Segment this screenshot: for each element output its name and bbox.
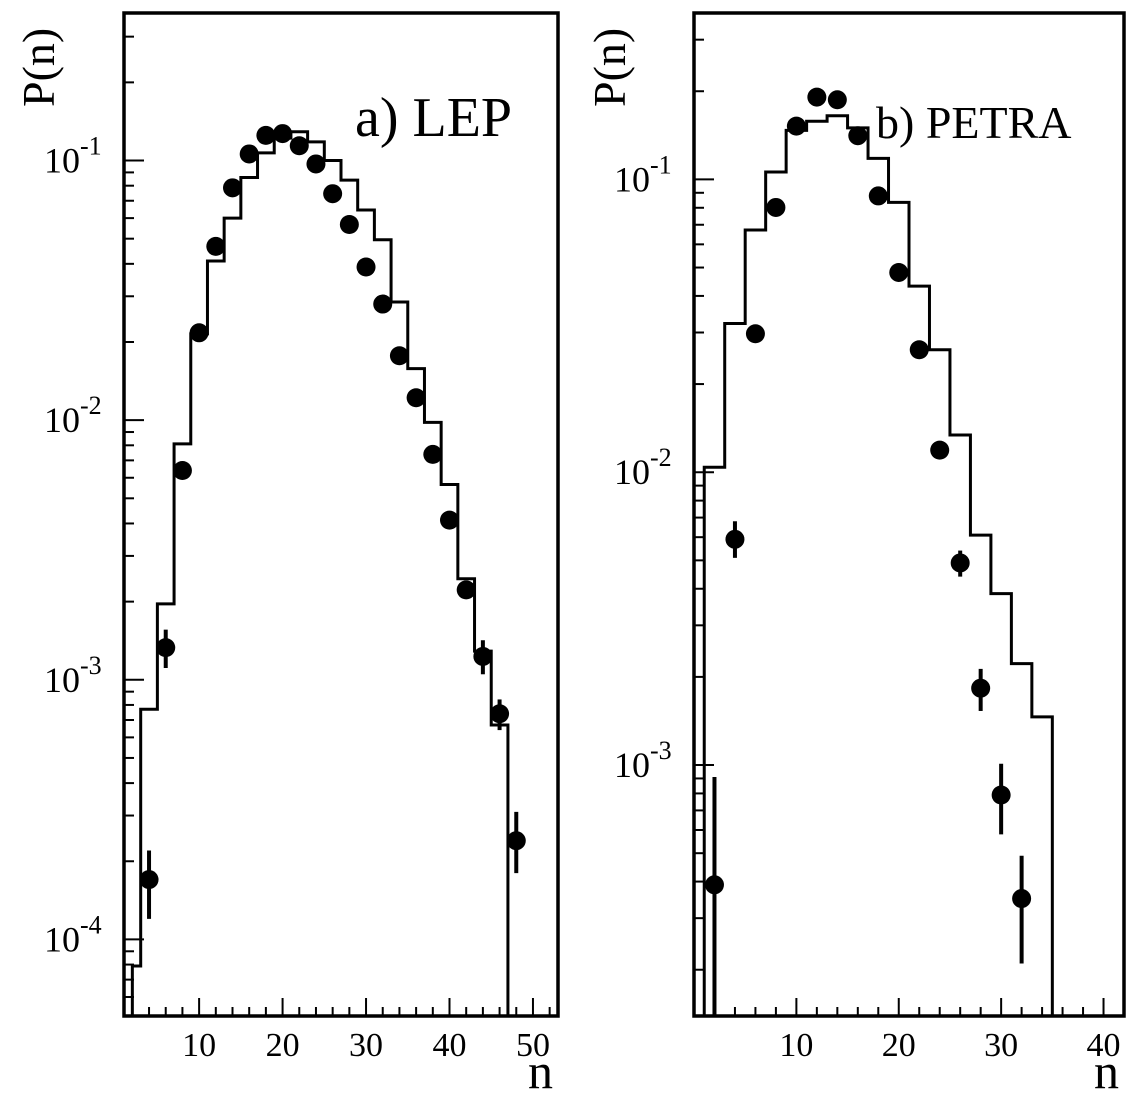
y-tick-base: 10 [44, 919, 80, 959]
data-point [456, 580, 476, 600]
data-point [273, 124, 293, 144]
x-tick-label: 40 [1087, 1027, 1121, 1064]
histogram-line [702, 114, 1054, 1016]
data-points-b [704, 87, 1032, 1016]
x-tick-label: 50 [516, 1027, 550, 1064]
y-tick-label: 10-3 [44, 651, 102, 700]
data-point [766, 197, 786, 217]
y-axis-label-b: P(n) [584, 28, 635, 107]
data-point [848, 126, 868, 146]
x-tick-label: 10 [182, 1027, 216, 1064]
plot-frame-a [122, 11, 560, 1018]
data-point [373, 294, 393, 314]
data-point [206, 236, 226, 256]
y-tick-base: 10 [614, 745, 650, 785]
y-tick-exponent: -2 [80, 391, 102, 420]
data-point [827, 90, 847, 110]
data-point [725, 529, 745, 549]
data-point [172, 460, 192, 480]
y-tick-exponent: -4 [80, 910, 102, 939]
data-point [868, 186, 888, 206]
data-point [339, 214, 359, 234]
data-point [289, 136, 309, 156]
data-point [239, 144, 259, 164]
data-point [440, 510, 459, 530]
y-tick-label: 10-1 [44, 132, 102, 181]
data-point [704, 875, 724, 895]
y-tick-exponent: -1 [80, 132, 102, 161]
data-point [223, 178, 242, 198]
y-tick-base: 10 [44, 141, 80, 181]
data-point [1012, 889, 1032, 909]
plot-frame-b [692, 11, 1126, 1018]
y-tick-base: 10 [614, 159, 650, 199]
x-axis-label-a: n [528, 1043, 553, 1098]
y-tick-label: 10-2 [44, 391, 102, 440]
x-axis-label-b: n [1094, 1043, 1119, 1098]
data-point [406, 388, 426, 408]
y-tick-exponent: -3 [80, 651, 102, 680]
data-point [256, 125, 276, 145]
data-point [473, 646, 493, 666]
x-tick-label: 20 [882, 1027, 916, 1064]
data-point [971, 678, 991, 698]
y-axis-label-a: P(n) [13, 28, 64, 107]
panel-label-a: a) LEP [355, 87, 512, 149]
data-point [323, 184, 343, 204]
x-tick-label: 30 [984, 1027, 1018, 1064]
data-point [930, 440, 950, 460]
data-points-a [139, 124, 526, 919]
panel-label-b: b) PETRA [876, 97, 1072, 148]
y-tick-base: 10 [44, 660, 80, 700]
histogram-b [702, 114, 1054, 1016]
x-tick-label: 10 [779, 1027, 813, 1064]
data-point [389, 346, 409, 366]
data-point [189, 323, 209, 343]
data-point [991, 785, 1011, 805]
y-tick-label: 10-3 [614, 736, 672, 785]
data-point [909, 340, 929, 360]
data-point [950, 553, 970, 573]
data-point [490, 704, 510, 724]
histogram-line [130, 130, 510, 1016]
x-tick-label: 40 [433, 1027, 467, 1064]
y-tick-exponent: -1 [650, 150, 672, 179]
data-point [139, 870, 159, 890]
data-point [807, 87, 827, 107]
y-tick-base: 10 [614, 452, 650, 492]
x-tick-label: 30 [349, 1027, 383, 1064]
data-point [889, 262, 909, 282]
data-point [506, 831, 526, 851]
y-tick-label: 10-4 [44, 910, 102, 959]
y-tick-label: 10-1 [614, 150, 672, 199]
data-point [156, 638, 176, 658]
data-point [306, 154, 326, 174]
y-tick-exponent: -2 [650, 443, 672, 472]
data-point [745, 324, 765, 344]
y-tick-exponent: -3 [650, 736, 672, 765]
histogram-a [130, 130, 510, 1016]
x-tick-label: 20 [266, 1027, 300, 1064]
y-tick-label: 10-2 [614, 443, 672, 492]
data-point [786, 116, 806, 136]
data-point [423, 444, 443, 464]
y-tick-base: 10 [44, 400, 80, 440]
data-point [356, 257, 376, 277]
